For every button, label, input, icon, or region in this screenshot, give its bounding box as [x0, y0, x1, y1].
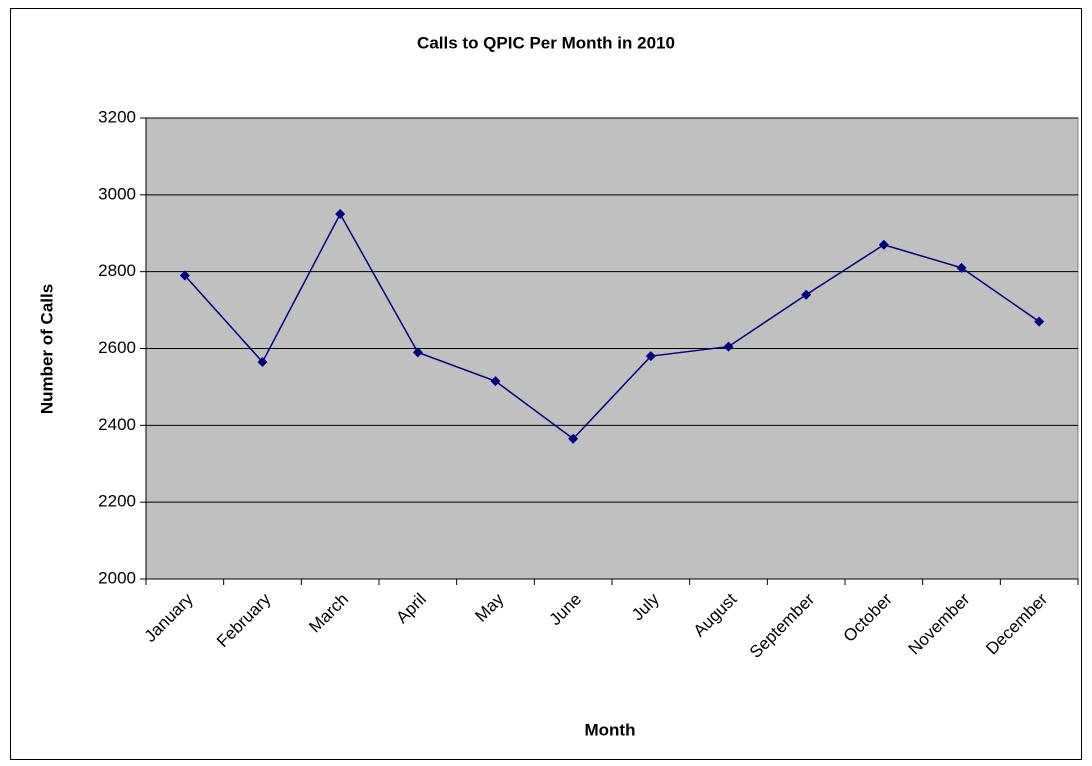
data-point — [878, 239, 889, 250]
data-point — [1034, 316, 1045, 327]
data-point — [335, 209, 346, 220]
data-point — [956, 262, 967, 273]
data-line — [184, 212, 1040, 440]
data-point — [412, 347, 423, 358]
x-axis-label: Month — [585, 720, 636, 739]
data-point — [568, 433, 579, 444]
data-point — [801, 289, 812, 300]
chart-title: Calls to QPIC Per Month in 2010 — [417, 33, 675, 52]
data-point — [723, 341, 734, 352]
y-axis-label: Number of Calls — [37, 284, 56, 414]
data-point — [490, 376, 501, 387]
data-point — [645, 351, 656, 362]
y-tick-label: 3000 — [98, 184, 136, 203]
y-tick-label: 2000 — [98, 568, 136, 587]
y-tick-label: 2400 — [98, 415, 136, 434]
y-tick-label: 2800 — [98, 261, 136, 280]
y-tick-label: 3200 — [98, 107, 136, 126]
y-tick-label: 2600 — [98, 338, 136, 357]
y-tick-label: 2200 — [98, 492, 136, 511]
data-point — [179, 270, 190, 281]
data-point — [257, 356, 268, 367]
